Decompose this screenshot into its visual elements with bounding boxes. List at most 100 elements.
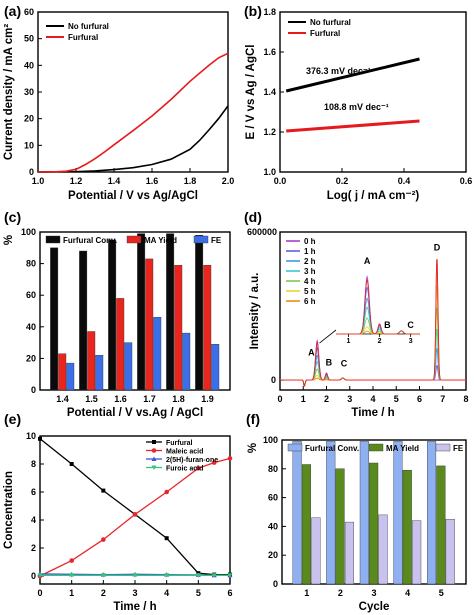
slope-annotation: 376.3 mV dec⁻¹ — [306, 66, 371, 76]
x-tick-label: 1.8 — [184, 176, 197, 186]
legend-label: 5 h — [304, 287, 316, 296]
x-tick-label: 0.6 — [460, 176, 473, 186]
data-point — [227, 456, 233, 461]
bar — [311, 517, 321, 585]
y-tick-label: 1.4 — [263, 87, 276, 97]
bar — [124, 342, 133, 391]
y-tick-label: 100 — [21, 227, 36, 237]
legend-label: No furfural — [68, 22, 109, 31]
x-tick-label: 5 — [196, 588, 201, 598]
bar — [301, 464, 312, 585]
bar — [79, 250, 88, 391]
peak-label: B — [326, 357, 333, 367]
legend-swatch — [287, 443, 303, 452]
bar — [427, 441, 437, 585]
inset-peak-label: C — [407, 320, 414, 330]
x-tick-label: 5 — [394, 394, 399, 404]
bar — [174, 265, 183, 391]
y-tick-label: 60 — [26, 290, 36, 300]
data-point — [164, 489, 169, 495]
x-tick-label: 1.4 — [56, 394, 69, 404]
legend-label: Maleic acid — [166, 449, 203, 456]
inset-tick-label: 3 — [409, 338, 413, 345]
bar — [50, 247, 59, 391]
x-tick-label: 2 — [338, 588, 343, 598]
bar — [369, 462, 379, 585]
panel-a: (a) 1.0 1.2 1.4 1.6 1.8 2.0 0 10 20 30 40 50 60 Potent… — [3, 3, 234, 202]
x-tick-label: 1.8 — [172, 394, 185, 404]
inset-peak-label: A — [364, 256, 371, 266]
bar — [211, 344, 220, 391]
y-tick-label: 1.2 — [263, 127, 276, 137]
series-line — [39, 438, 230, 576]
y-axis-label: % — [3, 235, 15, 245]
legend-label: 3 h — [304, 267, 316, 276]
data-point — [69, 558, 74, 563]
bar — [153, 317, 162, 391]
inset-trace — [336, 278, 420, 335]
y-axis-label: Concentration — [3, 471, 15, 549]
series-line — [286, 119, 420, 133]
x-tick-label: 6 — [227, 588, 232, 598]
x-axis-label: Potential / V vs Ag/AgCl — [68, 190, 198, 202]
data-point — [132, 512, 138, 517]
x-tick-label: 4 — [164, 588, 169, 598]
bar — [335, 468, 345, 585]
legend-marker — [152, 440, 156, 444]
legend-label: No furfural — [310, 18, 351, 27]
legend-label: Furfural Conv. — [305, 444, 359, 453]
legend-label: FE — [211, 236, 222, 245]
y-tick-label: 2 — [31, 543, 36, 553]
x-tick-label: 1.0 — [32, 176, 45, 186]
legend-swatch — [45, 235, 61, 244]
inset-peak-label: B — [384, 320, 391, 330]
panel-label: (b) — [244, 3, 262, 19]
peak-label: A — [308, 347, 315, 357]
data-point — [227, 573, 233, 578]
legend-label: 4 h — [304, 277, 316, 286]
inset-tick-label: 2 — [378, 338, 382, 345]
x-tick-label: 1 — [301, 394, 306, 404]
data-point — [164, 536, 169, 541]
plot-frame — [37, 11, 229, 173]
y-tick-label: 80 — [26, 259, 36, 269]
legend-label: 2(5H)-furan-one — [166, 457, 218, 464]
series-line — [285, 57, 420, 93]
x-tick-label: 1.6 — [146, 176, 159, 186]
data-point — [100, 573, 106, 578]
legend-marker — [151, 465, 157, 470]
bar — [195, 234, 204, 391]
x-tick-label: 6 — [417, 394, 422, 404]
data-point — [195, 573, 201, 578]
data-point — [38, 436, 42, 441]
x-tick-label: 0.4 — [398, 176, 411, 186]
y-tick-label: 10 — [24, 140, 34, 150]
y-axis-label: Intensity / a.u. — [249, 273, 261, 350]
x-axis-label: Cycle — [359, 601, 390, 613]
panel-d: (d) 0 1 2 3 4 5 6 7 8 0 600000 Time / h Intensity / a… — [244, 209, 469, 419]
data-point — [164, 573, 170, 578]
data-point — [211, 573, 217, 578]
y-tick-label: 40 — [268, 521, 278, 531]
x-tick-label: 0 — [37, 588, 42, 598]
panel-c: (c) 0 20 40 60 80 100% 1.4 1.5 1.6 1.7 1.8 1.9 Potent… — [3, 209, 231, 419]
x-tick-label: 3 — [347, 394, 352, 404]
y-tick-label: 40 — [26, 322, 36, 332]
series-line — [37, 105, 229, 173]
bar — [66, 362, 75, 391]
y-tick-label: 1.8 — [263, 7, 276, 17]
plot-frame — [39, 231, 231, 391]
data-point — [211, 460, 217, 465]
y-axis-label: Current density / mA cm² — [3, 24, 15, 160]
bar — [393, 441, 403, 585]
y-tick-label: 0 — [31, 571, 36, 581]
y-tick-label: 100 — [263, 435, 278, 445]
legend-label: Furfural — [68, 33, 98, 42]
bar — [87, 331, 96, 391]
x-tick-label: 3 — [371, 588, 376, 598]
y-tick-label: 10 — [26, 431, 36, 441]
y-tick-label: 80 — [268, 464, 278, 474]
data-point — [196, 465, 201, 471]
y-tick-label: 0 — [273, 579, 278, 589]
